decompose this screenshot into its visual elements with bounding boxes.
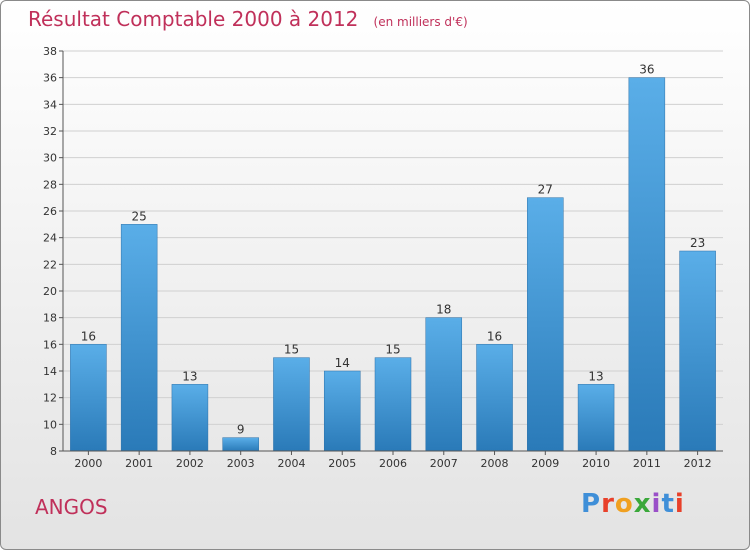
bar-2002 xyxy=(171,384,209,452)
y-tick-label: 38 xyxy=(43,45,57,58)
y-tick-label: 26 xyxy=(43,205,57,218)
value-label-2004: 15 xyxy=(284,343,299,357)
y-tick-label: 16 xyxy=(43,338,57,351)
x-tick-label-2002: 2002 xyxy=(176,457,204,470)
bar-2008 xyxy=(476,344,513,452)
brand-logo: Proxiti xyxy=(581,489,685,519)
x-tick-label-2001: 2001 xyxy=(125,457,153,470)
x-tick-label-2007: 2007 xyxy=(430,457,458,470)
x-tick-label-2010: 2010 xyxy=(582,457,610,470)
x-tick-label-2005: 2005 xyxy=(328,457,356,470)
value-label-2000: 16 xyxy=(81,329,96,343)
x-tick-label-2006: 2006 xyxy=(379,457,407,470)
y-tick-label: 36 xyxy=(43,72,57,85)
bar-2005 xyxy=(323,370,361,452)
bars xyxy=(70,77,716,452)
bar-2004 xyxy=(273,357,310,452)
x-tick-label-2004: 2004 xyxy=(277,457,305,470)
bar-2001 xyxy=(120,224,158,452)
chart-subtitle: (en milliers d'€) xyxy=(373,15,468,29)
value-label-2005: 14 xyxy=(335,356,350,370)
x-tick-label-2009: 2009 xyxy=(531,457,559,470)
x-tick-label-2011: 2011 xyxy=(633,457,661,470)
y-axis: 8 10 12 14 16 18 20 22 24 26 28 30 32 34 36 38 xyxy=(43,45,64,458)
y-tick-label: 20 xyxy=(43,285,57,298)
chart-title: Résultat Comptable 2000 à 2012 xyxy=(28,7,359,31)
x-tick-label-2003: 2003 xyxy=(227,457,255,470)
value-label-2012: 23 xyxy=(690,236,705,250)
y-tick-label: 22 xyxy=(43,258,57,271)
value-label-2006: 15 xyxy=(385,343,400,357)
value-label-2002: 13 xyxy=(182,369,197,383)
bar-2007 xyxy=(425,317,463,452)
bar-2011 xyxy=(628,77,666,452)
x-tick-label-2000: 2000 xyxy=(74,457,102,470)
bar-2003 xyxy=(222,437,259,452)
y-tick-label: 14 xyxy=(43,365,57,378)
value-label-2003: 9 xyxy=(237,423,245,437)
bar-2010 xyxy=(577,384,615,452)
y-tick-label: 18 xyxy=(43,312,57,325)
value-label-2009: 27 xyxy=(538,183,553,197)
bar-2009 xyxy=(527,197,564,452)
value-label-2010: 13 xyxy=(588,369,603,383)
bar-2006 xyxy=(374,357,412,452)
title-row: Résultat Comptable 2000 à 2012 (en milli… xyxy=(28,7,468,31)
bar-2012 xyxy=(679,250,716,452)
town-name: ANGOS xyxy=(35,495,108,519)
x-axis: 2000 2001 2002 2003 2004 2005 2006 2007 2008 2009… xyxy=(63,450,723,470)
value-label-2008: 16 xyxy=(487,329,502,343)
value-label-2001: 25 xyxy=(132,209,147,223)
y-tick-label: 30 xyxy=(43,152,57,165)
x-tick-label-2012: 2012 xyxy=(684,457,712,470)
x-tick-label-2008: 2008 xyxy=(481,457,509,470)
value-label-2007: 18 xyxy=(436,303,451,317)
y-tick-label: 8 xyxy=(50,445,57,458)
y-tick-label: 28 xyxy=(43,178,57,191)
y-tick-label: 12 xyxy=(43,392,57,405)
data-labels: 16 25 13 9 15 14 15 18 16 27 13 36 23 xyxy=(81,63,706,437)
y-tick-label: 10 xyxy=(43,418,57,431)
bar-2000 xyxy=(70,344,107,452)
value-label-2011: 36 xyxy=(639,63,654,77)
y-tick-label: 34 xyxy=(43,98,57,111)
y-tick-label: 24 xyxy=(43,232,57,245)
y-tick-label: 32 xyxy=(43,125,57,138)
